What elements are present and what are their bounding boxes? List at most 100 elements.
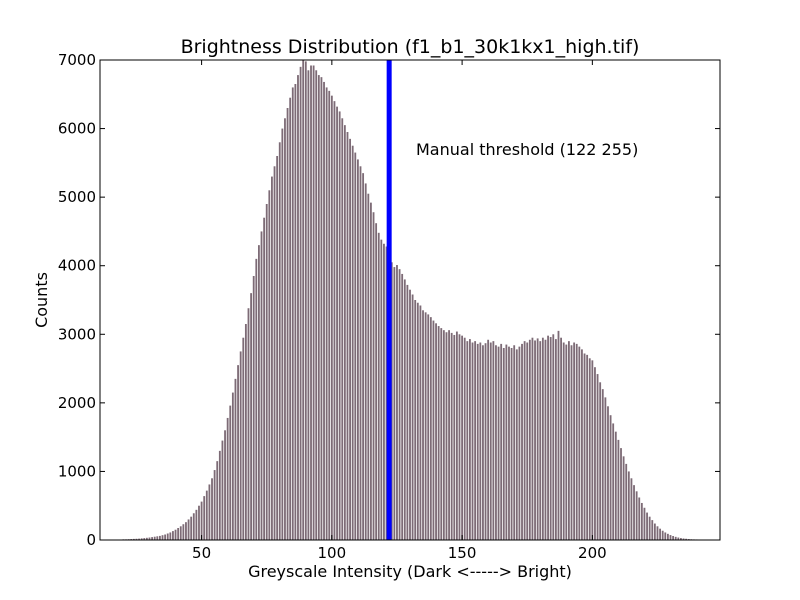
histogram-bar	[317, 75, 320, 540]
histogram-bar	[138, 538, 140, 540]
histogram-bar	[271, 176, 273, 540]
x-axis-label: Greyscale Intensity (Dark <-----> Bright…	[248, 562, 572, 581]
histogram-bar	[242, 337, 245, 540]
histogram-bar	[479, 342, 482, 540]
histogram-bar	[250, 293, 252, 540]
histogram-bar	[515, 349, 518, 540]
histogram-bar	[211, 478, 213, 540]
histogram-bar	[349, 138, 351, 541]
histogram-bar	[148, 537, 151, 540]
histogram-bar	[445, 332, 448, 540]
histogram-bar	[239, 351, 242, 540]
x-tick-label: 50	[192, 544, 211, 562]
histogram-bar	[536, 338, 539, 540]
histogram-bar	[664, 532, 667, 540]
histogram-bar	[523, 341, 526, 540]
threshold-line	[386, 60, 392, 540]
histogram-bar	[315, 70, 318, 540]
histogram-bar	[562, 342, 565, 540]
histogram-bar	[393, 267, 396, 540]
histogram-bar	[396, 265, 398, 540]
histogram-bar	[411, 294, 414, 540]
histogram-bar	[330, 95, 333, 540]
histogram-bar	[656, 526, 659, 540]
histogram-bar	[333, 101, 336, 540]
histogram-bar	[435, 323, 437, 540]
histogram-bar	[182, 524, 185, 540]
histogram-bar	[661, 530, 664, 540]
histogram-bar	[375, 223, 378, 540]
histogram-bar	[437, 326, 440, 540]
histogram-bar	[372, 212, 375, 541]
histogram-bar	[448, 330, 450, 540]
histogram-bar	[208, 484, 211, 540]
histogram-bar	[185, 522, 187, 540]
histogram-bar	[630, 478, 633, 540]
histogram-bar	[513, 345, 516, 540]
y-tick-label: 0	[86, 531, 96, 549]
histogram-bar	[528, 339, 531, 540]
histogram-bar	[575, 343, 578, 540]
histogram-bar	[328, 90, 331, 541]
histogram-bar	[145, 537, 148, 540]
histogram-bar	[307, 70, 310, 540]
histogram-bar	[289, 97, 292, 541]
histogram-bar	[218, 450, 221, 540]
histogram-bar	[547, 335, 549, 540]
x-tick-label: 200	[578, 544, 607, 562]
histogram-bar	[406, 284, 409, 540]
histogram-bar	[166, 533, 169, 540]
histogram-bar	[450, 332, 453, 540]
histogram-bar	[680, 538, 682, 540]
histogram-bar	[643, 507, 646, 540]
histogram-bar	[646, 512, 648, 540]
histogram-bar	[252, 276, 255, 540]
histogram-bar	[442, 330, 445, 540]
histogram-bar	[234, 378, 237, 540]
histogram-bar	[299, 66, 302, 541]
histogram-bar	[596, 374, 599, 540]
histogram-bar	[429, 317, 432, 540]
histogram-bar	[265, 204, 268, 540]
histogram-bar	[409, 289, 411, 540]
histogram-bar	[482, 345, 484, 540]
histogram-bar	[453, 334, 456, 540]
histogram-bar	[169, 532, 172, 540]
histogram-bar	[200, 501, 203, 540]
histogram-bar	[422, 310, 424, 540]
histogram-bar	[635, 491, 638, 540]
histogram-bar	[132, 538, 135, 540]
threshold-marker	[386, 60, 392, 540]
histogram-bar	[325, 87, 328, 541]
histogram-bar	[617, 439, 620, 540]
y-tick-label: 7000	[58, 51, 96, 69]
histogram-bar	[633, 485, 635, 540]
chart-title: Brightness Distribution (f1_b1_30k1kx1_h…	[181, 36, 640, 58]
histogram-bar	[419, 305, 422, 540]
histogram-bar	[383, 243, 385, 540]
histogram-bar	[367, 193, 370, 540]
histogram-bar	[534, 340, 536, 540]
y-axis-label: Counts	[32, 272, 51, 328]
histogram-bar	[599, 382, 602, 540]
histogram-bar	[648, 516, 651, 540]
histogram-bar	[487, 339, 490, 540]
histogram-bar	[255, 258, 258, 540]
histogram-bar	[505, 344, 508, 540]
histogram-bar	[463, 337, 466, 540]
histogram-bar	[568, 341, 570, 540]
histogram-bar	[385, 246, 388, 540]
histogram-bar	[190, 516, 193, 540]
histogram-bar	[320, 77, 323, 540]
histogram-bar	[666, 533, 669, 540]
histogram-bar	[216, 461, 219, 540]
histogram-bar	[414, 300, 417, 540]
histogram-bar	[336, 106, 338, 540]
histogram-bar	[229, 405, 232, 540]
histogram-bar	[310, 65, 312, 541]
histogram-bar	[489, 342, 492, 540]
histogram-bar	[398, 269, 401, 540]
histogram-bar	[416, 302, 419, 540]
histogram-bar	[620, 448, 622, 540]
